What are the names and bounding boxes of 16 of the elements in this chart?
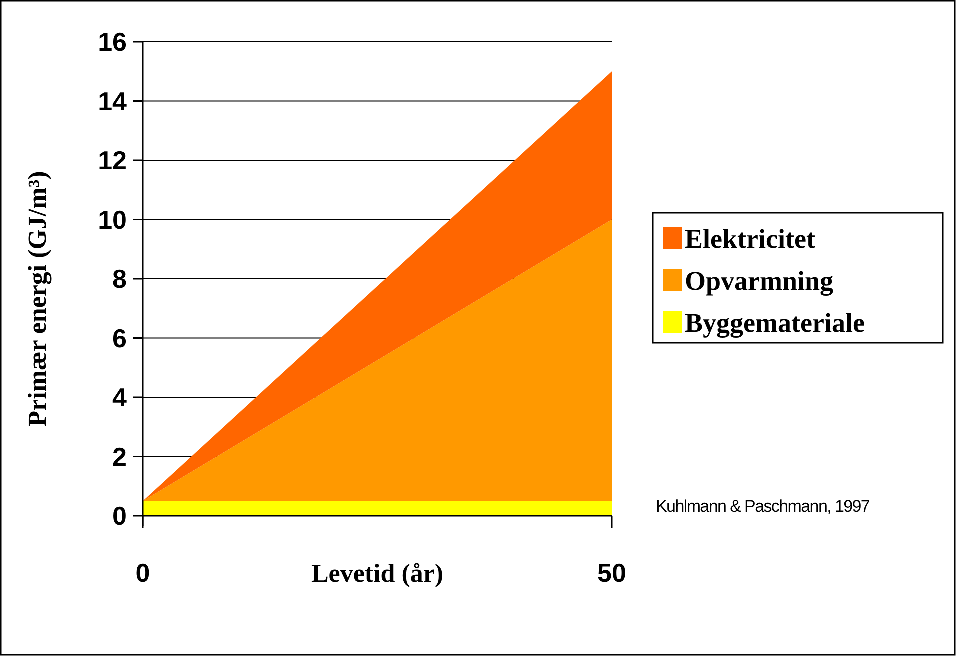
y-axis-title: Primær energi (GJ/m³) <box>23 171 52 427</box>
legend-label: Byggemateriale <box>685 308 865 338</box>
x-tick-label: 50 <box>598 558 626 588</box>
legend-label: Elektricitet <box>685 224 816 254</box>
y-tick-label: 4 <box>112 382 128 413</box>
y-tick-label: 2 <box>112 442 127 472</box>
x-axis-title: Levetid (år) <box>311 559 444 588</box>
y-tick-label: 6 <box>112 323 127 354</box>
y-tick-label: 14 <box>98 86 128 116</box>
y-tick-label: 12 <box>98 146 127 176</box>
y-tick-label: 8 <box>112 264 127 294</box>
y-tick-label: 16 <box>98 27 127 58</box>
y-tick-label: 0 <box>112 501 127 532</box>
y-tick-label: 10 <box>98 204 127 235</box>
legend-label: Opvarmning <box>685 266 834 296</box>
text: Kuhlmann & Paschmann, 1997 <box>656 497 870 516</box>
